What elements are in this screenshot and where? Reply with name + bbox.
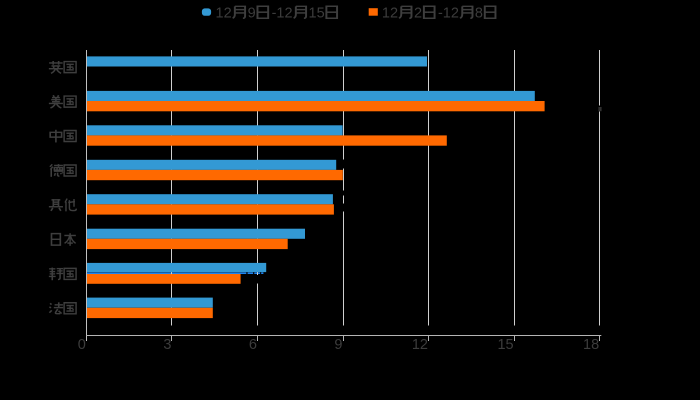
svg-text:-: - <box>438 5 443 21</box>
svg-text:18: 18 <box>583 337 599 353</box>
svg-text:15: 15 <box>497 337 513 353</box>
svg-text:2: 2 <box>414 5 422 21</box>
svg-text:12: 12 <box>276 5 292 21</box>
svg-text:12: 12 <box>382 5 398 21</box>
svg-text:3: 3 <box>163 337 171 353</box>
svg-text:15: 15 <box>309 5 325 21</box>
svg-text:6: 6 <box>249 337 257 353</box>
svg-text:12: 12 <box>443 5 459 21</box>
svg-text:12: 12 <box>412 337 428 353</box>
svg-text:-: - <box>272 5 277 21</box>
svg-text:9: 9 <box>334 337 342 353</box>
svg-text:9: 9 <box>248 5 256 21</box>
svg-text:12: 12 <box>216 5 232 21</box>
svg-text:0: 0 <box>78 337 86 353</box>
svg-text:8: 8 <box>475 5 483 21</box>
